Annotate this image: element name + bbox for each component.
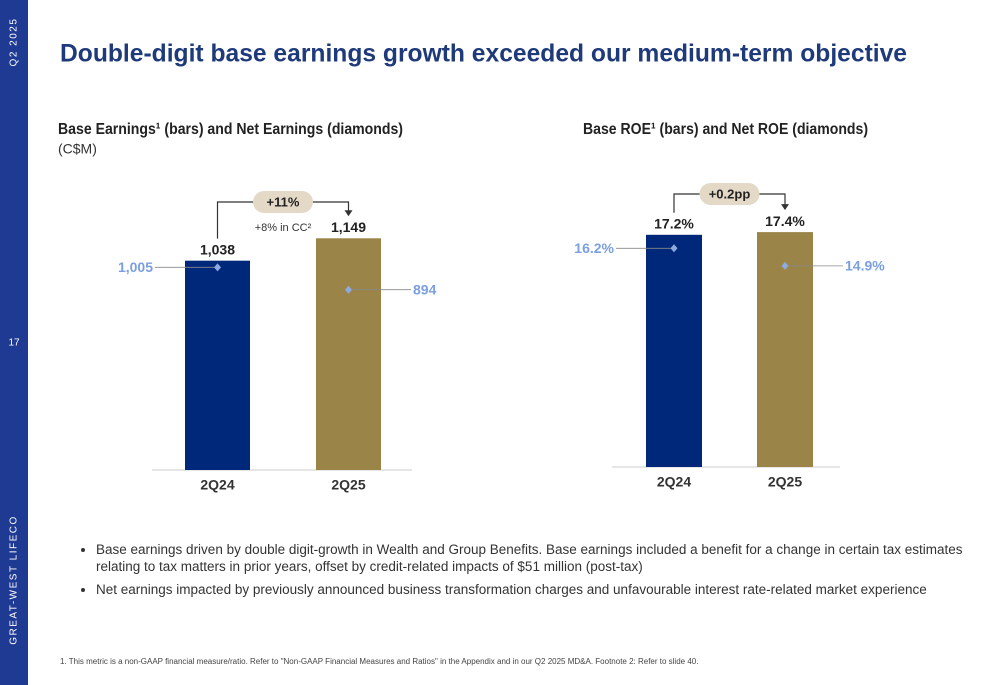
- bar-label: 1,149: [331, 219, 366, 235]
- growth-pill: [253, 191, 313, 213]
- diamond-label: 16.2%: [574, 240, 614, 256]
- bar: [185, 260, 250, 470]
- sidebar: [0, 0, 28, 685]
- chart-subtitle: (C$M): [58, 141, 97, 157]
- x-tick-label: 2Q25: [331, 477, 365, 493]
- bullet: Net earnings impacted by previously anno…: [96, 581, 976, 598]
- bar-label: 17.2%: [654, 216, 694, 232]
- growth-label: +0.2pp: [709, 186, 751, 201]
- x-tick-label: 2Q24: [657, 474, 691, 490]
- bar-label: 1,038: [200, 241, 235, 257]
- bullet: Base earnings driven by double digit-gro…: [96, 541, 976, 575]
- diamond-label: 14.9%: [845, 258, 885, 274]
- arrow-head: [344, 210, 353, 217]
- diamond: [214, 263, 221, 272]
- bar: [757, 232, 813, 467]
- cc-note: +8% in CC²: [255, 222, 312, 234]
- brand: GREAT-WEST LIFECO: [9, 515, 20, 645]
- diamond-label: 894: [413, 281, 437, 297]
- diamond: [345, 285, 352, 294]
- growth-label: +11%: [267, 194, 300, 209]
- bar-label: 17.4%: [765, 213, 805, 229]
- bar: [646, 234, 702, 467]
- page-number: 17: [8, 338, 20, 349]
- x-tick-label: 2Q25: [768, 474, 802, 490]
- diamond: [670, 244, 678, 253]
- diamond-label: 1,005: [118, 259, 153, 275]
- slide-title: Double-digit base earnings growth exceed…: [60, 40, 907, 68]
- bar: [316, 238, 381, 470]
- period: Q2 2025: [9, 18, 20, 67]
- footnote: 1. This metric is a non-GAAP financial m…: [60, 657, 699, 666]
- arrow-head: [781, 204, 789, 211]
- x-tick-label: 2Q24: [200, 477, 234, 493]
- growth-pill: [699, 183, 760, 205]
- diamond: [781, 261, 789, 270]
- bullets: Base earnings driven by double digit-gro…: [80, 541, 976, 604]
- chart-title: Base Earnings¹ (bars) and Net Earnings (…: [58, 121, 403, 138]
- chart-title: Base ROE¹ (bars) and Net ROE (diamonds): [583, 121, 868, 138]
